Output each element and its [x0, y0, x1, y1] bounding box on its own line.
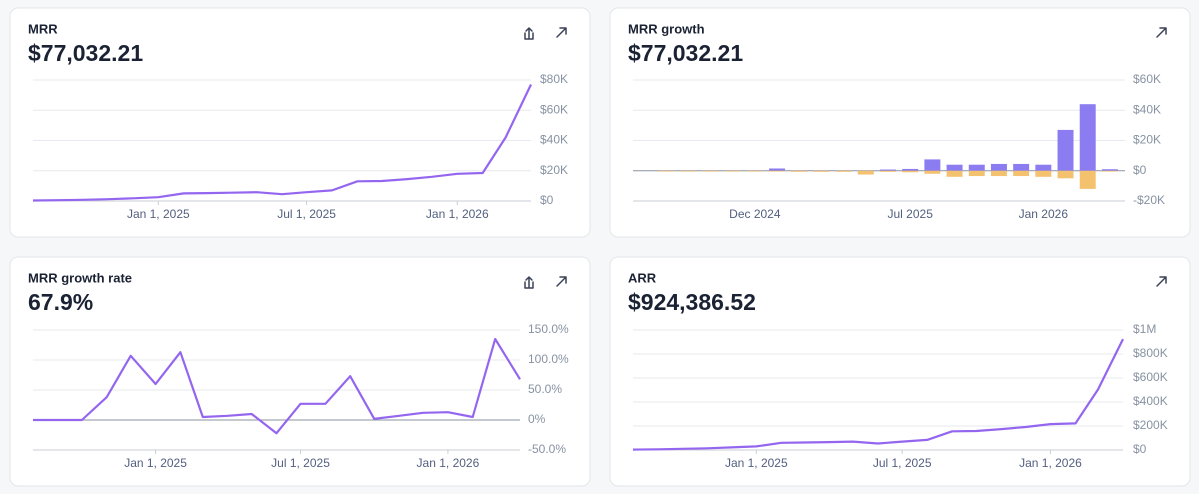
y-tick-label: $0 — [1133, 442, 1147, 456]
x-tick-label: Jan 1, 2025 — [725, 456, 788, 470]
bar — [769, 168, 786, 171]
headline-value: $77,032.21 — [28, 40, 143, 66]
bar — [835, 170, 852, 172]
y-tick-label: $600K — [1133, 370, 1168, 384]
bar — [946, 170, 963, 177]
y-tick-label: $1M — [1133, 322, 1156, 336]
y-tick-label: $60K — [540, 102, 568, 116]
x-tick-label: Jul 1, 2025 — [271, 456, 330, 470]
bar — [658, 170, 675, 172]
chart-title: MRR — [28, 21, 58, 36]
bar — [924, 159, 941, 171]
x-tick-label: Jan 1, 2025 — [124, 456, 187, 470]
chart-title: MRR growth — [628, 21, 705, 36]
bar — [1013, 163, 1030, 171]
bar — [1101, 169, 1118, 171]
x-tick-label: Jul 1, 2025 — [277, 207, 336, 221]
bar — [769, 170, 786, 172]
bar — [924, 170, 941, 174]
y-tick-label: 100.0% — [528, 352, 569, 366]
bar — [1079, 104, 1096, 171]
bar — [1101, 170, 1118, 172]
x-tick-label: Jan 2026 — [1019, 207, 1069, 221]
expand-icon[interactable] — [556, 276, 567, 287]
y-tick-label: 0% — [528, 412, 546, 426]
x-tick-label: Dec 2024 — [729, 207, 781, 221]
y-tick-label: $20K — [540, 163, 568, 177]
headline-value: 67.9% — [28, 289, 93, 315]
card — [9, 7, 591, 238]
y-tick-label: 150.0% — [528, 322, 569, 336]
bar — [990, 163, 1007, 171]
x-tick-label: Jan 1, 2026 — [417, 456, 480, 470]
bar — [1035, 164, 1052, 171]
x-tick-label: Jan 1, 2026 — [426, 207, 489, 221]
line-series — [32, 84, 532, 202]
card — [609, 256, 1191, 487]
bar — [902, 168, 919, 171]
share-icon[interactable] — [524, 276, 534, 289]
bar — [946, 164, 963, 171]
bar — [724, 170, 741, 172]
y-tick-label: 50.0% — [528, 382, 562, 396]
bar — [902, 170, 919, 173]
y-tick-label: $400K — [1133, 394, 1168, 408]
expand-icon[interactable] — [1156, 276, 1167, 287]
x-tick-label: Jan 1, 2026 — [1019, 456, 1082, 470]
y-tick-label: $60K — [1133, 72, 1161, 86]
line-series — [33, 337, 521, 435]
bar — [1057, 129, 1074, 171]
bar — [813, 170, 830, 172]
expand-icon[interactable] — [556, 27, 567, 38]
bar — [1057, 170, 1074, 179]
bar — [880, 169, 896, 171]
x-tick-label: Jul 2025 — [888, 207, 934, 221]
y-tick-label: $200K — [1133, 418, 1168, 432]
bar — [968, 164, 985, 171]
bar — [857, 170, 874, 175]
bar — [746, 170, 763, 172]
y-tick-label: -$20K — [1133, 193, 1165, 207]
bar — [680, 170, 697, 172]
y-tick-label: $0 — [540, 193, 554, 207]
bar — [1035, 170, 1052, 177]
bar — [880, 170, 896, 172]
y-tick-label: $40K — [1133, 102, 1161, 116]
y-tick-label: $40K — [540, 133, 568, 147]
bar — [990, 170, 1007, 177]
chart-title: ARR — [628, 270, 657, 285]
line-series — [632, 338, 1124, 451]
y-tick-label: $20K — [1133, 133, 1161, 147]
y-tick-label: $80K — [540, 72, 568, 86]
bar — [1013, 170, 1030, 177]
y-tick-label: $0 — [1133, 163, 1147, 177]
y-tick-label: $800K — [1133, 346, 1168, 360]
headline-value: $924,386.52 — [628, 289, 756, 315]
y-tick-label: -50.0% — [528, 442, 566, 456]
card — [9, 256, 591, 487]
x-tick-label: Jan 1, 2025 — [127, 207, 190, 221]
bar — [1079, 170, 1096, 189]
headline-value: $77,032.21 — [628, 40, 743, 66]
bar — [702, 170, 719, 172]
card — [609, 7, 1191, 238]
bar — [791, 170, 808, 172]
share-icon[interactable] — [524, 27, 534, 40]
bar — [968, 170, 985, 177]
chart-title: MRR growth rate — [28, 270, 132, 285]
expand-icon[interactable] — [1156, 27, 1167, 38]
x-tick-label: Jul 1, 2025 — [873, 456, 932, 470]
